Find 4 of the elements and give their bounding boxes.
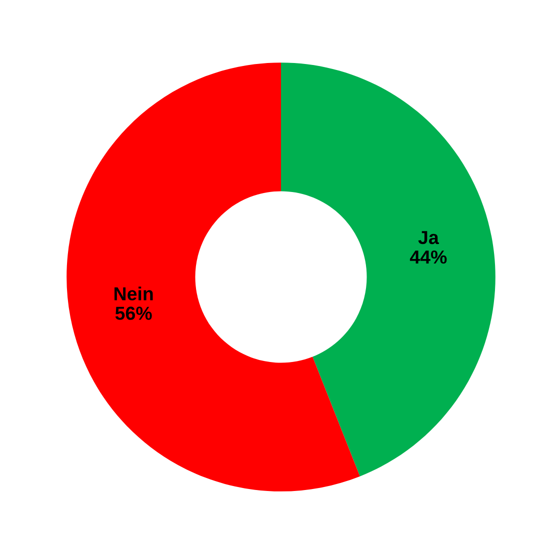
data-label: 56% [115,306,152,320]
data-label: 44% [410,250,447,264]
slice-label: Ja [418,231,439,244]
slice-label: Nein [114,286,153,300]
